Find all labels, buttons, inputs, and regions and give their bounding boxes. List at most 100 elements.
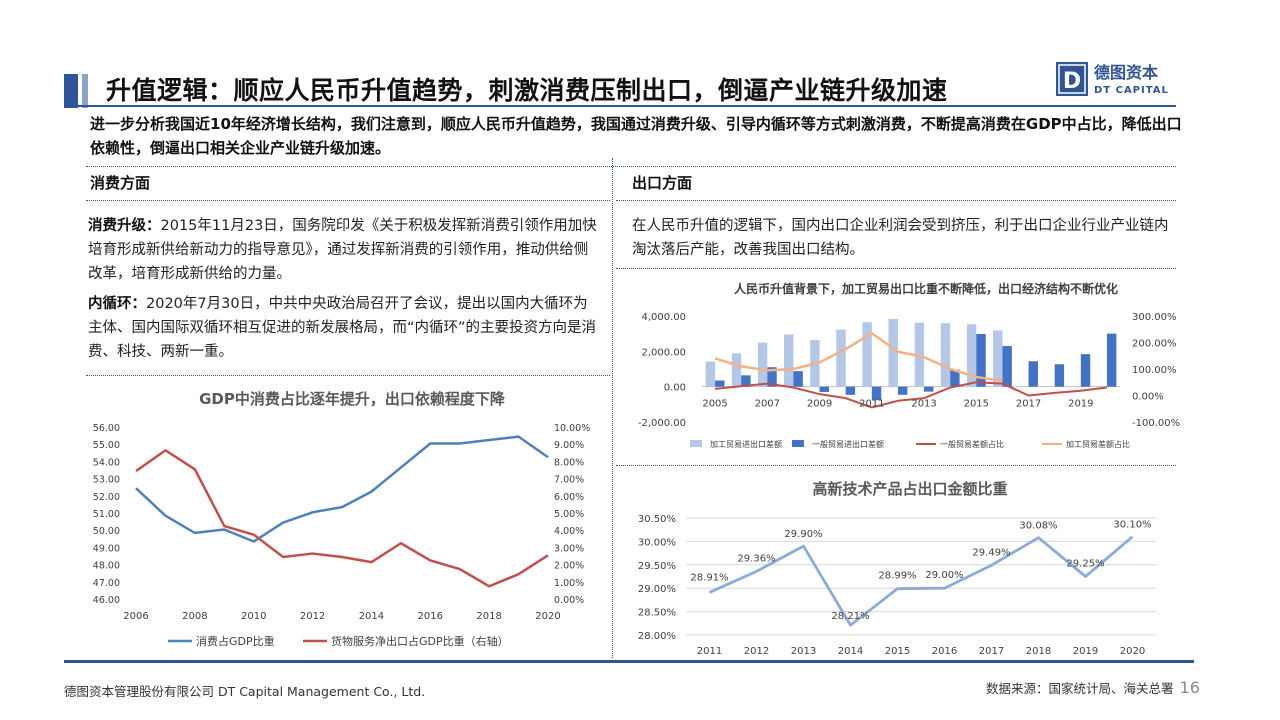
bar-1 [845, 386, 856, 395]
data-label: 30.10% [1113, 520, 1151, 531]
x-tick-label: 2018 [476, 611, 501, 622]
y-tick-label: 28.00% [638, 631, 676, 642]
data-label: 28.91% [690, 572, 728, 583]
bar-0 [940, 323, 951, 387]
bar-1 [1080, 354, 1091, 387]
y-tick-label: 46.00 [93, 595, 120, 606]
logo-mark-icon [1056, 62, 1088, 96]
y-tick-label: 51.00 [93, 509, 120, 520]
gdp-consumption-chart: GDP中消费占比逐年提升，出口依赖程度下降 56.00 55.00 54.00 53.0… [93, 390, 590, 648]
y2-tick-label: -100.00% [1132, 418, 1180, 429]
bar-0 [966, 324, 977, 387]
x-tick-label: 2018 [1026, 646, 1051, 657]
column-divider [612, 158, 613, 658]
y-tick-label: 52.00 [93, 492, 120, 503]
bar-1 [793, 371, 803, 387]
hightech-share-chart: 高新技术产品占出口金额比重 30.50% 30.00% 29.50% 29.00% 28.… [638, 480, 1156, 657]
y2-tick-label: 10.00% [554, 423, 590, 434]
x-tick-label: 2006 [123, 611, 148, 622]
x-tick-label: 2012 [300, 611, 325, 622]
series-line-3 [714, 331, 1003, 383]
logo-en: DT CAPITAL [1094, 85, 1169, 96]
y2-tick-label: 2.00% [554, 561, 584, 572]
y-tick-label: 30.00% [638, 537, 676, 548]
bar-0 [731, 353, 742, 387]
legend-swatch-1 [792, 440, 804, 447]
chart-title: GDP中消费占比逐年提升，出口依赖程度下降 [199, 390, 506, 408]
bar-1 [1002, 346, 1012, 387]
series-line [708, 535, 1134, 627]
series-line-1 [135, 449, 549, 588]
bar-1 [897, 386, 908, 395]
x-tick-label: 2010 [241, 611, 266, 622]
x-tick-label: 2019 [1068, 399, 1093, 410]
consumption-upgrade-text: 2015年11月23日，国务院印发《关于积极发挥新消费引领作用加快培育形成新供给… [88, 218, 597, 282]
x-tick-label: 2015 [964, 399, 989, 410]
data-label: 29.25% [1066, 559, 1104, 570]
y2-tick-label: 0.00% [1132, 392, 1164, 403]
chart-title: 人民币升值背景下，加工贸易出口比重不断降低，出口经济结构不断优化 [734, 281, 1118, 296]
internal-circulation-label: 内循环： [88, 296, 146, 312]
x-tick-label: 2011 [697, 646, 722, 657]
y2-tick-label: 300.00% [1132, 312, 1177, 323]
y2-tick-label: 7.00% [554, 475, 584, 486]
legend-label-1: 一般贸易进出口差额 [812, 439, 884, 449]
title-accent-bar-secondary [82, 74, 88, 108]
x-tick-label: 2008 [182, 611, 207, 622]
bar-1 [767, 367, 777, 387]
y2-tick-label: 9.00% [554, 440, 584, 451]
x-tick-label: 2013 [791, 646, 816, 657]
bar-1 [1028, 361, 1038, 387]
x-tick-label: 2017 [979, 646, 1004, 657]
x-tick-label: 2016 [418, 611, 443, 622]
right-chart1-divider [616, 268, 1176, 269]
y-tick-label: 2,000.00 [641, 347, 686, 358]
x-tick-label: 2012 [744, 646, 769, 657]
y-tick-label: 56.00 [93, 423, 120, 434]
legend-label-0: 加工贸易进出口差额 [710, 439, 782, 449]
y-tick-label: 50.00 [93, 526, 120, 537]
export-paragraph: 在人民币升值的逻辑下，国内出口企业利润会受到挤压，利于出口企业行业产业链内淘汰落… [632, 218, 1169, 258]
left-chart-divider [86, 375, 610, 376]
x-tick-label: 2011 [859, 399, 884, 410]
data-label: 30.08% [1019, 521, 1057, 532]
bar-1 [1054, 364, 1065, 387]
bar-1 [924, 386, 934, 392]
right-section-heading: 出口方面 [632, 174, 693, 192]
bar-0 [914, 322, 925, 387]
bar-0 [757, 342, 768, 387]
internal-circulation-paragraph: 内循环：2020年7月30日，中共中央政治局召开了会议，提出以国内大循环为主体、… [88, 292, 600, 364]
title-accent-bar [64, 74, 78, 108]
y-tick-label: 53.00 [93, 475, 120, 486]
y2-tick-label: 200.00% [1132, 339, 1177, 350]
bar-1 [741, 375, 751, 387]
y-tick-label: 54.00 [93, 457, 120, 468]
y-tick-label: 55.00 [93, 440, 120, 451]
y-tick-label: 0.00 [664, 383, 686, 394]
data-label: 29.36% [737, 553, 775, 564]
footer-source-block: 数据来源：国家统计局、海关总署 16 [986, 678, 1200, 697]
internal-circulation-text: 2020年7月30日，中共中央政治局召开了会议，提出以国内大循环为主体、国内国际… [88, 296, 597, 360]
y-tick-label: 4,000.00 [641, 312, 686, 323]
y2-tick-label: 4.00% [554, 526, 584, 537]
legend-label-1: 货物服务净出口占GDP比重（右轴） [331, 634, 509, 648]
bar-1 [715, 380, 725, 387]
data-label: 29.49% [972, 547, 1010, 558]
y2-tick-label: 6.00% [554, 492, 584, 503]
y2-tick-label: 8.00% [554, 457, 584, 468]
series-line-2 [714, 381, 1108, 409]
consumption-upgrade-paragraph: 消费升级：2015年11月23日，国务院印发《关于积极发挥新消费引领作用加快培育… [88, 214, 600, 286]
x-tick-label: 2005 [702, 399, 727, 410]
bar-1 [1106, 333, 1117, 387]
y-tick-label: 49.00 [93, 543, 120, 554]
logo-cn: 德图资本 [1094, 63, 1158, 82]
y2-tick-label: 100.00% [1132, 365, 1177, 376]
page-title: 升值逻辑：顺应人民币升值趋势，刺激消费压制出口，倒逼产业链升级加速 [106, 76, 948, 105]
data-label: 28.99% [878, 571, 916, 582]
y2-tick-label: 3.00% [554, 543, 584, 554]
x-tick-label: 2013 [911, 399, 936, 410]
company-logo: D 德图资本 DT CAPITAL [1056, 62, 1169, 96]
y-tick-label: 47.00 [93, 578, 120, 589]
footer-source: 数据来源：国家统计局、海关总署 [986, 681, 1174, 696]
y2-tick-label: 0.00% [554, 595, 584, 606]
